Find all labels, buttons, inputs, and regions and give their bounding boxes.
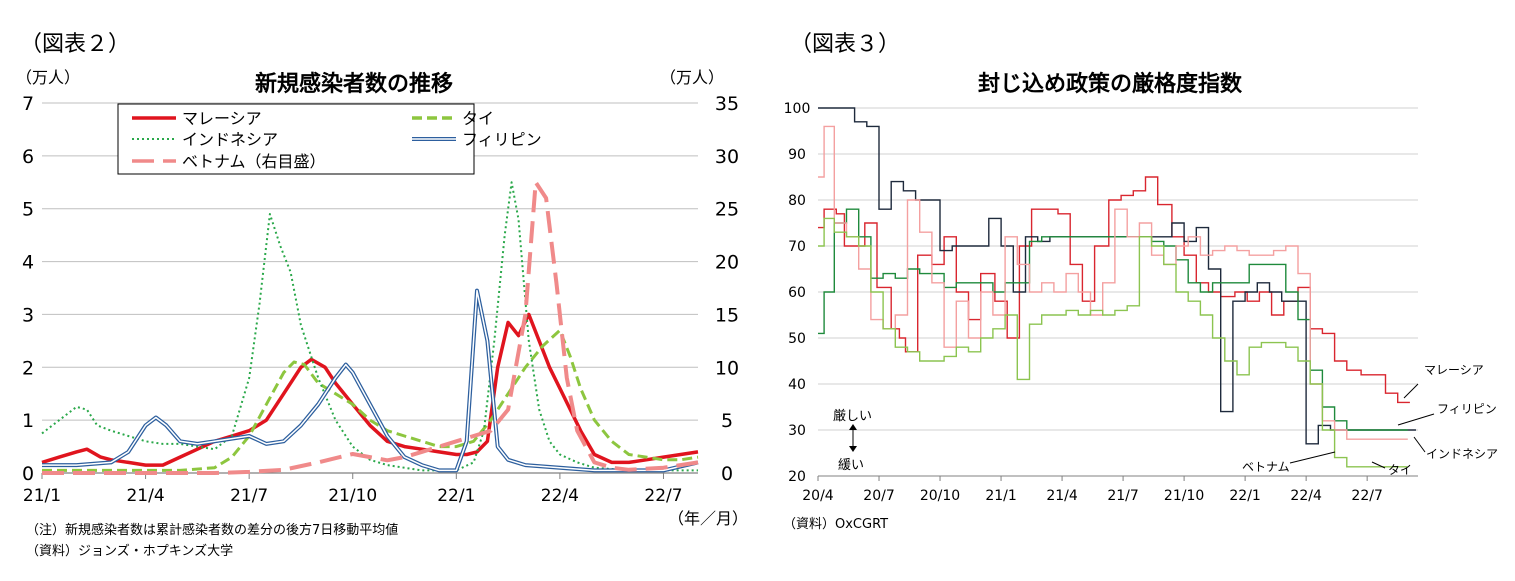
x-tick-label: 21/10: [1164, 488, 1204, 504]
leader-line: [1289, 451, 1336, 464]
legend-label: インドネシア: [182, 130, 278, 149]
fig-label-right: （図表３）: [790, 32, 901, 57]
arrow-head-up: [849, 424, 857, 430]
y-tick-label: 50: [788, 331, 806, 347]
leader-line: [1403, 383, 1419, 399]
y2-tick-label: 25: [715, 199, 739, 221]
unit-left-axis: （万人）: [16, 68, 81, 87]
series-annotation: タイ: [1388, 463, 1412, 477]
y-tick-label: 30: [788, 423, 806, 439]
chart-title-right: 封じ込め政策の厳格度指数: [978, 72, 1243, 97]
x-tick-label: 20/10: [920, 488, 960, 504]
series-line: [818, 217, 1408, 468]
unit-x-axis: （年／月）: [668, 509, 749, 528]
y-tick-label: 1: [22, 410, 34, 432]
series-line: [42, 328, 699, 472]
leader-line: [1397, 413, 1435, 426]
series-annotation: フィリピン: [1437, 402, 1497, 416]
arrow-label-strict: 厳しい: [833, 409, 872, 424]
y-tick-label: 70: [788, 239, 806, 255]
x-tick-label: 21/4: [1046, 488, 1078, 504]
y-tick-label: 90: [788, 147, 806, 163]
x-tick-label: 21/4: [126, 486, 164, 506]
x-tick-label: 21/1: [985, 488, 1016, 504]
y-tick-label: 60: [788, 285, 806, 301]
y-tick-label: 80: [788, 193, 806, 209]
legend-label: ベトナム（右目盛）: [182, 152, 326, 171]
legend-label: フィリピン: [462, 130, 542, 149]
y-tick-label: 40: [788, 377, 806, 393]
legend-label: タイ: [462, 109, 494, 128]
y2-tick-label: 20: [715, 252, 739, 274]
y2-tick-label: 35: [715, 93, 739, 115]
y2-tick-label: 0: [721, 463, 733, 485]
y-tick-label: 3: [22, 304, 34, 326]
source-line-right: （資料）OxCGRT: [783, 517, 889, 532]
y-tick-label: 20: [788, 469, 806, 485]
source-line-left: （資料）ジョンズ・ホプキンズ大学: [26, 544, 234, 559]
arrow-label-loose: 緩い: [838, 458, 864, 473]
series-line-inner: [42, 289, 699, 472]
x-tick-label: 21/10: [328, 486, 377, 506]
series-line: [41, 181, 698, 472]
series-annotation: ベトナム: [1242, 460, 1290, 474]
x-tick-label: 20/7: [863, 488, 894, 504]
x-tick-label: 21/7: [230, 486, 268, 506]
series-line: [818, 176, 1410, 404]
note-line: （注）新規感染者数は累計感染者数の差分の後方7日移動平均値: [26, 523, 399, 538]
x-tick-label: 22/1: [437, 486, 475, 506]
x-tick-label: 22/4: [541, 486, 579, 506]
y-tick-label: 6: [22, 146, 34, 168]
y-tick-label: 100: [784, 101, 811, 117]
arrow-head-down: [849, 446, 857, 452]
y-tick-label: 7: [22, 93, 34, 115]
y2-tick-label: 10: [715, 357, 739, 379]
leader-line: [1371, 461, 1386, 469]
unit-right-axis: （万人）: [660, 68, 725, 87]
y2-tick-label: 15: [715, 304, 739, 326]
y2-tick-label: 5: [721, 410, 733, 432]
x-tick-label: 21/7: [1107, 488, 1138, 504]
series-line: [818, 208, 1408, 431]
x-tick-label: 20/4: [802, 488, 834, 504]
leader-line: [1413, 436, 1426, 453]
x-tick-label: 22/1: [1229, 488, 1260, 504]
chart-title-left: 新規感染者数の推移: [255, 72, 454, 97]
y2-tick-label: 30: [715, 146, 739, 168]
series-line: [42, 180, 699, 475]
x-tick-label: 22/7: [1351, 488, 1382, 504]
y-tick-label: 5: [22, 199, 34, 221]
x-tick-label: 22/7: [644, 486, 682, 506]
series-annotation: マレーシア: [1424, 363, 1484, 377]
x-tick-label: 21/1: [23, 486, 61, 506]
y-tick-label: 2: [22, 357, 34, 379]
series-annotation: インドネシア: [1426, 447, 1498, 461]
fig-label-left: （図表２）: [20, 32, 131, 57]
y-tick-label: 0: [22, 463, 34, 485]
series-line: [818, 125, 1408, 440]
x-tick-label: 22/4: [1290, 488, 1322, 504]
y-tick-label: 4: [22, 252, 34, 274]
legend-label: マレーシア: [182, 109, 262, 128]
